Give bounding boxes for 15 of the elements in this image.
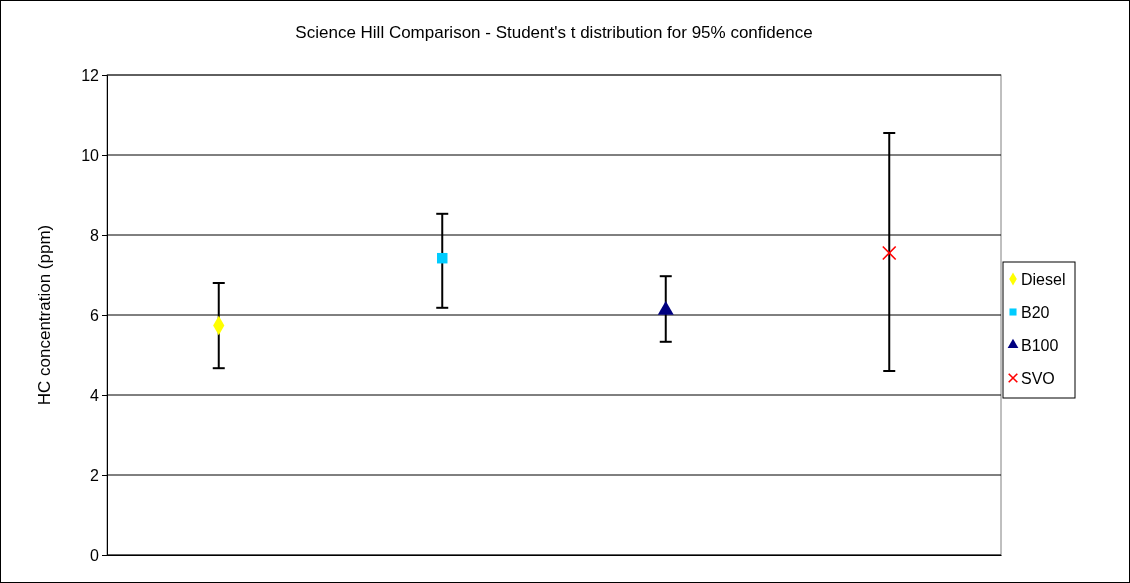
legend-label: B100	[1021, 337, 1059, 354]
y-tick-label: 4	[90, 386, 100, 404]
y-axis-title: HC concentration (ppm)	[35, 224, 54, 406]
point	[882, 245, 897, 261]
y-tick-label: 2	[90, 466, 100, 484]
y-tick-label: 12	[81, 66, 100, 84]
legend-label: Diesel	[1021, 271, 1066, 288]
y-tick-label: 10	[81, 146, 100, 164]
y-tick-label: 0	[90, 546, 100, 564]
chart-title: Science Hill Comparison - Student's t distribution for 95% confidence	[295, 23, 813, 42]
point	[437, 252, 448, 264]
legend-label: SVO	[1021, 370, 1055, 387]
y-tick-label: 8	[90, 226, 100, 244]
legend-label: B20	[1021, 304, 1050, 321]
y-tick-label: 6	[90, 306, 100, 324]
